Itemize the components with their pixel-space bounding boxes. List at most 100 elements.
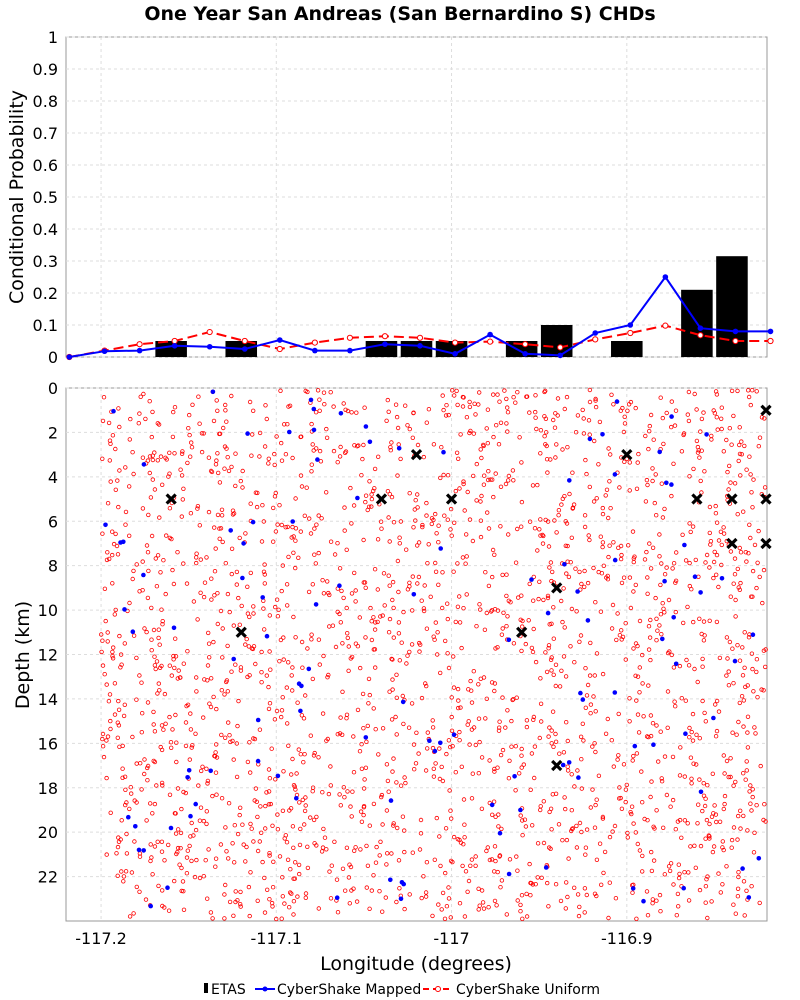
uniform-hypocenter [458,432,463,437]
uniform-hypocenter [448,858,454,864]
uniform-hypocenter [324,426,329,432]
uniform-hypocenter [110,645,116,650]
uniform-hypocenter [711,559,717,565]
uniform-hypocenter [219,796,225,801]
depth-gridlines [66,387,767,921]
uniform-hypocenter [487,857,493,863]
uniform-hypocenter [171,581,177,587]
uniform-hypocenter [667,868,673,874]
uniform-hypocenter [569,606,575,612]
uniform-hypocenter [267,853,272,858]
uniform-hypocenter [541,533,546,539]
y-tick-label: 0.2 [33,284,58,303]
uniform-hypocenter [455,561,460,566]
uniform-hypocenter [373,727,378,732]
uniform-hypocenter [234,569,240,575]
uniform-hypocenter [712,803,717,808]
uniform-hypocenter [681,620,686,626]
uniform-hypocenter [519,753,524,758]
uniform-hypocenter [564,394,570,400]
uniform-hypocenter [286,743,291,748]
uniform-hypocenter [531,598,536,603]
uniform-hypocenter [609,626,615,631]
uniform-hypocenter [701,638,707,643]
uniform-hypocenter [746,388,751,393]
mapped-hypocenter [719,576,725,581]
uniform-hypocenter [142,757,147,762]
mapped-hypocenter [122,607,127,612]
etas-bar [435,341,468,357]
uniform-hypocenter [189,858,194,864]
uniform-hypocenter [277,503,282,508]
uniform-hypocenter [593,749,598,755]
uniform-hypocenter [384,418,389,423]
uniform-hypocenter [313,410,319,415]
uniform-hypocenter [116,723,122,728]
uniform-hypocenter [545,519,551,524]
uniform-hypocenter [147,801,153,806]
uniform-hypocenter [729,837,735,843]
uniform-hypocenter [708,542,713,547]
uniform-hypocenter [154,783,159,788]
uniform-hypocenter [206,509,212,515]
uniform-hypocenter [131,911,136,916]
uniform-hypocenter [564,837,570,843]
uniform-hypocenter [395,825,400,831]
uniform-hypocenter [201,874,206,879]
uniform-hypocenter [714,520,720,525]
uniform-hypocenter [418,817,424,823]
uniform-hypocenter [191,833,196,838]
uniform-hypocenter [298,529,303,534]
uniform-hypocenter [750,666,755,672]
uniform-hypocenter [296,747,301,752]
uniform-hypocenter [388,445,393,450]
uniform-hypocenter [209,576,214,581]
uniform-hypocenter [327,624,332,629]
uniform-hypocenter [633,582,638,588]
uniform-hypocenter [253,661,258,667]
uniform-hypocenter [327,869,332,874]
uniform-hypocenter [731,902,736,907]
uniform-hypocenter [666,864,672,869]
uniform-hypocenter [215,451,220,456]
uniform-hypocenter [584,471,589,477]
uniform-hypocenter [223,561,228,566]
uniform-hypocenter [514,854,519,859]
mapped-hypocenter [657,449,662,455]
uniform-hypocenter [727,426,732,431]
uniform-hypocenter [460,404,466,409]
uniform-hypocenter [292,876,297,881]
uniform-hypocenter [532,775,537,781]
uniform-hypocenter [117,424,122,430]
uniform-hypocenter [587,484,592,490]
uniform-hypocenter [400,693,405,699]
mapped-hypocenter [126,814,131,820]
uniform-hypocenter [611,540,616,545]
uniform-hypocenter [430,725,436,730]
uniform-hypocenter [513,400,518,405]
uniform-hypocenter [754,657,760,662]
uniform-hypocenter [197,421,202,426]
uniform-hypocenter [662,754,668,759]
uniform-hypocenter [654,513,659,518]
uniform-hypocenter [600,544,605,550]
uniform-hypocenter [364,739,369,744]
uniform-hypocenter [490,547,496,553]
uniform-hypocenter [151,758,156,764]
uniform-hypocenter [492,766,497,772]
uniform-hypocenter [115,844,121,850]
uniform-point [136,341,143,348]
uniform-hypocenter [453,619,458,625]
uniform-hypocenter [743,777,748,782]
uniform-hypocenter [227,609,232,615]
mapped-hypocenter [363,424,369,429]
uniform-hypocenter [233,451,238,456]
uniform-hypocenter [418,642,423,647]
uniform-hypocenter [279,440,284,446]
uniform-hypocenter [432,857,437,862]
mapped-point [66,354,73,360]
uniform-hypocenter [261,569,267,574]
uniform-hypocenter [384,808,390,813]
uniform-hypocenter [733,614,738,619]
uniform-hypocenter [486,905,491,910]
